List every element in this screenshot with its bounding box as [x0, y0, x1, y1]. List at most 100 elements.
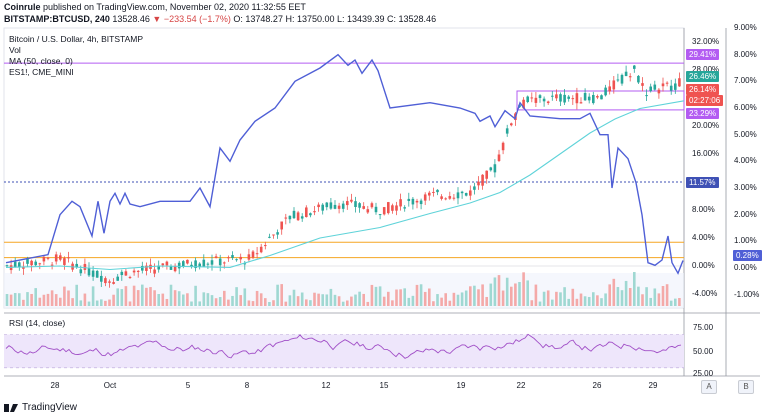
candle-body: [477, 181, 480, 186]
volume-bar: [628, 288, 632, 306]
candle-body: [370, 203, 374, 208]
volume-bar: [403, 288, 406, 306]
volume-bar: [641, 294, 644, 306]
candle-body: [645, 95, 648, 97]
volume-bar: [669, 300, 673, 306]
volume-bar: [341, 301, 345, 306]
volume-bar: [604, 293, 607, 306]
axis-mode-a-button[interactable]: A: [701, 380, 717, 394]
candle-body: [128, 276, 132, 278]
volume-bar: [411, 295, 415, 306]
volume-bar: [210, 295, 214, 306]
volume-bar: [563, 287, 566, 306]
volume-bar: [395, 289, 398, 306]
axis-mode-b-button[interactable]: B: [738, 380, 754, 394]
symbol-label: BITSTAMP:BTCUSD, 240: [4, 14, 110, 24]
candle-body: [382, 207, 386, 215]
volume-bar: [124, 286, 128, 306]
candle-body: [223, 262, 226, 264]
volume-bar: [22, 299, 25, 306]
candle-body: [633, 65, 636, 69]
candle-body: [67, 257, 70, 259]
time-axis-tick: 15: [379, 381, 389, 390]
candle-body: [579, 102, 583, 104]
volume-bar: [280, 284, 283, 306]
volume-bar: [354, 294, 357, 306]
volume-bar: [223, 290, 226, 306]
volume-bar: [579, 293, 583, 306]
candle-body: [423, 194, 427, 201]
candle-body: [501, 142, 505, 151]
volume-bar: [30, 293, 33, 306]
volume-bar: [71, 298, 74, 306]
es-axis-tick: 3.00%: [734, 183, 757, 192]
candle-body: [571, 98, 575, 100]
candle-body: [186, 259, 189, 264]
candle-body: [145, 265, 148, 271]
volume-bar: [333, 294, 337, 306]
volume-bar: [423, 291, 427, 306]
candle-body: [141, 266, 144, 271]
candle-body: [288, 215, 292, 220]
es-axis-tick: 6.00%: [734, 103, 757, 112]
badge-high: 26.46%: [686, 71, 720, 82]
candle-body: [161, 263, 165, 266]
volume-bar: [514, 283, 517, 306]
candle-body: [674, 83, 677, 90]
volume-bar: [382, 296, 386, 306]
candle-body: [444, 198, 447, 200]
publisher-name[interactable]: Coinrule: [4, 2, 41, 12]
candle-body: [575, 93, 579, 104]
brand-footer[interactable]: TradingView: [4, 402, 77, 413]
candle-body: [202, 259, 206, 267]
volume-bar: [440, 297, 443, 306]
candle-body: [5, 265, 9, 267]
overlay-title: Bitcoin / U.S. Dollar, 4h, BITSTAMP: [9, 34, 143, 44]
volume-bar: [235, 287, 238, 306]
candle-body: [79, 269, 83, 274]
candle-body: [583, 92, 587, 101]
candle-body: [30, 260, 33, 266]
candle-body: [469, 190, 472, 196]
candle-body: [596, 96, 599, 98]
volume-bar: [505, 277, 509, 306]
candle-body: [153, 269, 156, 274]
volume-bar: [153, 290, 156, 306]
candle-body: [272, 234, 275, 236]
volume-bar: [54, 294, 58, 306]
volume-bar: [460, 292, 464, 306]
candle-body: [13, 261, 17, 268]
es-axis-tick: 8.00%: [734, 49, 757, 59]
volume-bar: [218, 297, 222, 306]
candle-body: [489, 167, 493, 171]
rsi-line: [5, 333, 682, 359]
volume-bar: [555, 291, 558, 306]
candle-body: [100, 275, 103, 282]
candle-body: [542, 98, 546, 102]
volume-bar: [608, 284, 611, 306]
volume-bar: [13, 293, 17, 306]
volume-bar: [575, 298, 579, 306]
published-text: published on TradingView.com, November 0…: [40, 2, 306, 12]
volume-bar: [231, 295, 234, 306]
candle-body: [300, 216, 304, 219]
volume-bar: [633, 272, 636, 306]
volume-bar: [645, 287, 648, 306]
candle-body: [411, 198, 415, 205]
volume-bar: [104, 300, 107, 306]
volume-bar: [469, 286, 472, 306]
volume-bar: [116, 288, 119, 306]
volume-bar: [309, 300, 312, 306]
candle-body: [436, 189, 439, 193]
volume-bar: [120, 289, 124, 306]
candle-body: [321, 204, 324, 211]
candle-body: [34, 261, 37, 266]
candle-body: [337, 205, 341, 209]
volume-bar: [522, 272, 525, 306]
volume-bar: [247, 300, 251, 306]
volume-bar: [132, 285, 136, 306]
volume-bar: [141, 284, 144, 306]
candle-body: [391, 205, 394, 211]
volume-bar: [313, 292, 316, 306]
